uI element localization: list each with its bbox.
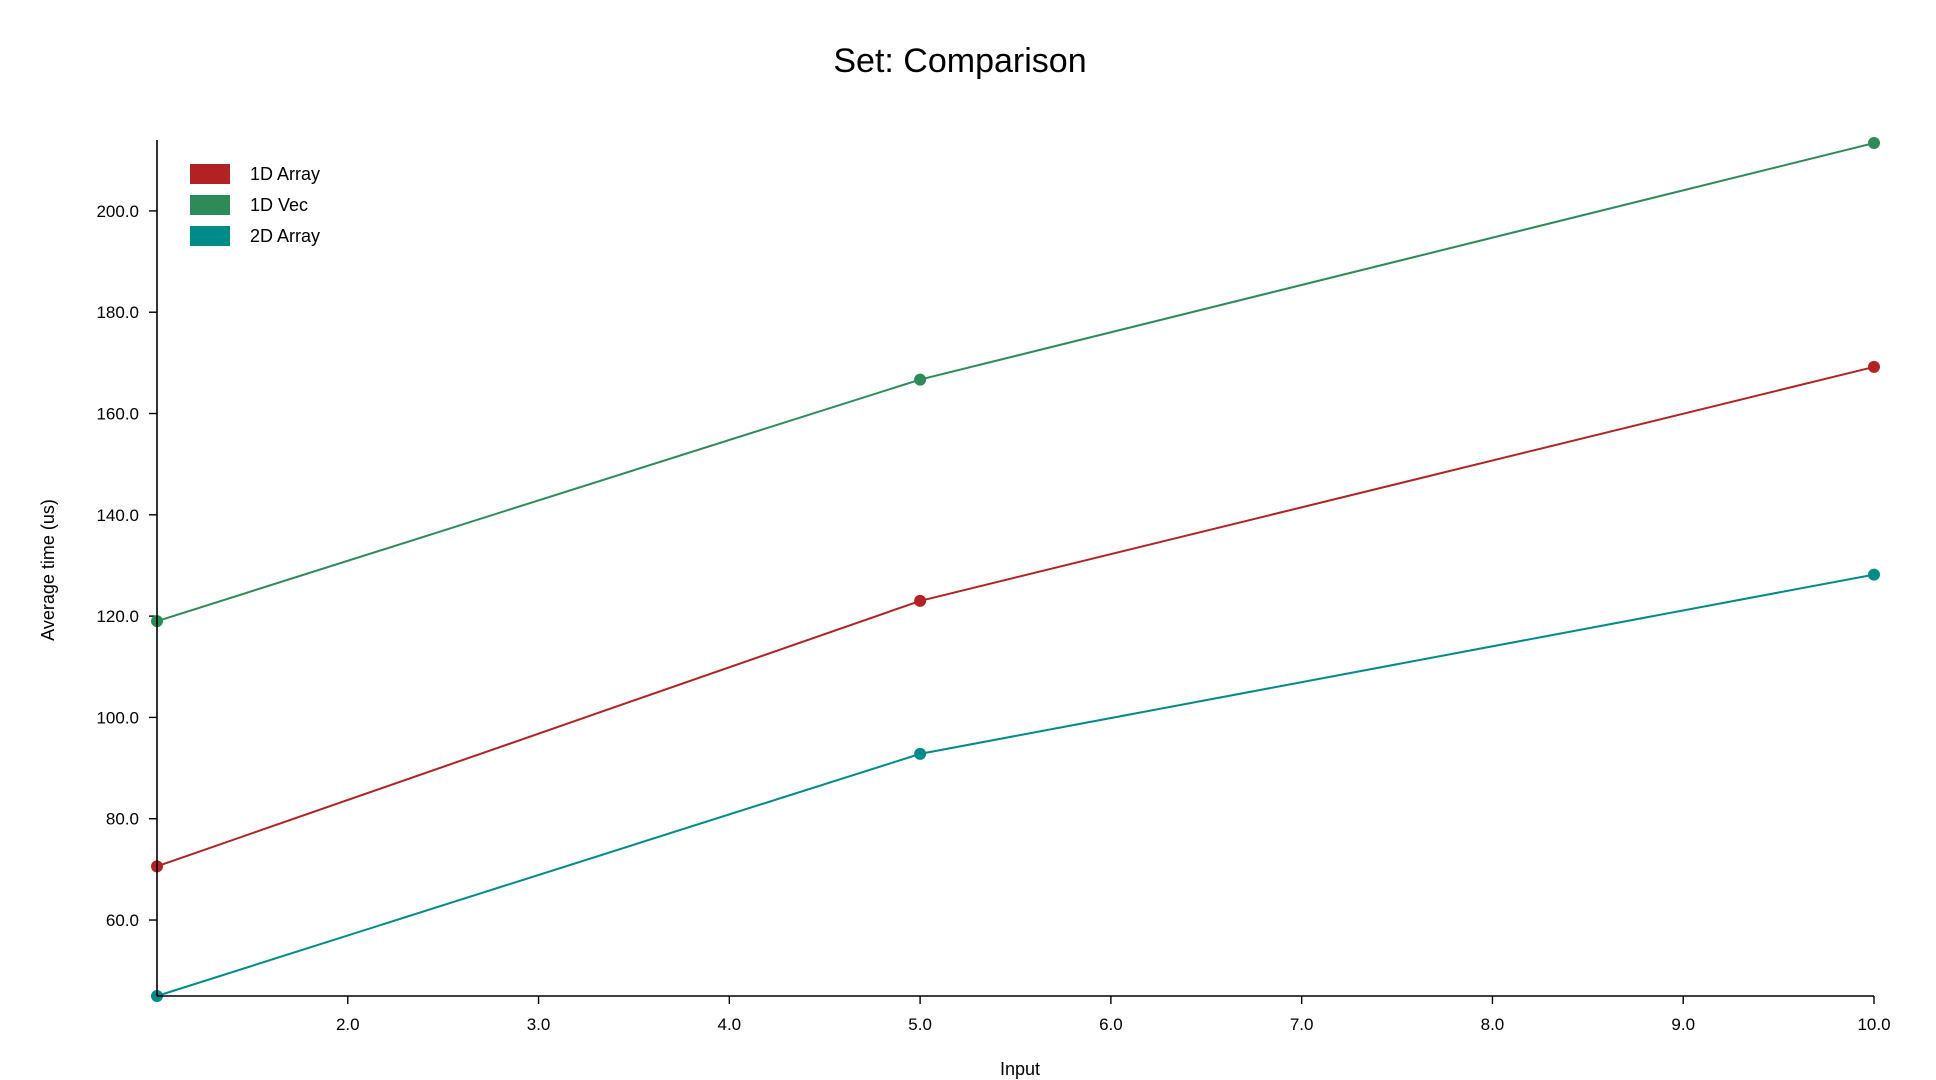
series-line xyxy=(156,142,1875,623)
legend-item: 1D Array xyxy=(190,164,320,184)
y-tick-label: 100.0 xyxy=(96,708,139,727)
x-tick-label: 7.0 xyxy=(1290,1015,1314,1034)
series-layer xyxy=(151,137,1880,1002)
legend: 1D Array 1D Vec 2D Array xyxy=(190,164,320,246)
series-line xyxy=(156,573,1875,997)
legend-item: 1D Vec xyxy=(190,195,308,215)
x-tick-label: 2.0 xyxy=(336,1015,360,1034)
x-axis-ticks: 2.0 3.0 4.0 5.0 6.0 7.0 8.0 9.0 10.0 xyxy=(336,996,1891,1034)
x-tick-label: 6.0 xyxy=(1099,1015,1123,1034)
y-tick-label: 140.0 xyxy=(96,506,139,525)
series-line xyxy=(156,365,1875,868)
data-point xyxy=(1868,137,1880,150)
x-tick-label: 10.0 xyxy=(1857,1015,1890,1034)
legend-swatch xyxy=(190,195,230,215)
legend-label: 2D Array xyxy=(250,226,320,246)
series-1d-array xyxy=(151,360,1880,873)
data-point xyxy=(1868,360,1880,373)
y-tick-label: 180.0 xyxy=(96,303,139,322)
legend-label: 1D Array xyxy=(250,164,320,184)
legend-swatch xyxy=(190,164,230,184)
data-point xyxy=(1868,568,1880,581)
data-point xyxy=(914,594,927,607)
legend-label: 1D Vec xyxy=(250,195,308,215)
x-tick-label: 9.0 xyxy=(1671,1015,1695,1034)
x-tick-label: 5.0 xyxy=(908,1015,932,1034)
x-axis-label: Input xyxy=(1000,1059,1040,1079)
y-axis-ticks: 60.0 80.0 100.0 120.0 140.0 160.0 180.0 200.0 xyxy=(96,202,157,930)
data-point xyxy=(914,747,927,760)
chart-title: Set: Comparison xyxy=(833,42,1086,80)
x-tick-label: 4.0 xyxy=(718,1015,742,1034)
data-point xyxy=(914,373,927,386)
legend-item: 2D Array xyxy=(190,226,320,246)
series-1d-vec xyxy=(151,137,1880,628)
x-tick-label: 8.0 xyxy=(1481,1015,1505,1034)
x-tick-label: 3.0 xyxy=(527,1015,551,1034)
legend-swatch xyxy=(190,226,230,246)
y-tick-label: 80.0 xyxy=(106,810,139,829)
y-axis-label: Average time (us) xyxy=(38,499,58,641)
series-2d-array xyxy=(151,568,1880,1002)
y-tick-label: 200.0 xyxy=(96,202,139,221)
y-tick-label: 60.0 xyxy=(106,911,139,930)
y-tick-label: 120.0 xyxy=(96,607,139,626)
y-tick-label: 160.0 xyxy=(96,405,139,424)
